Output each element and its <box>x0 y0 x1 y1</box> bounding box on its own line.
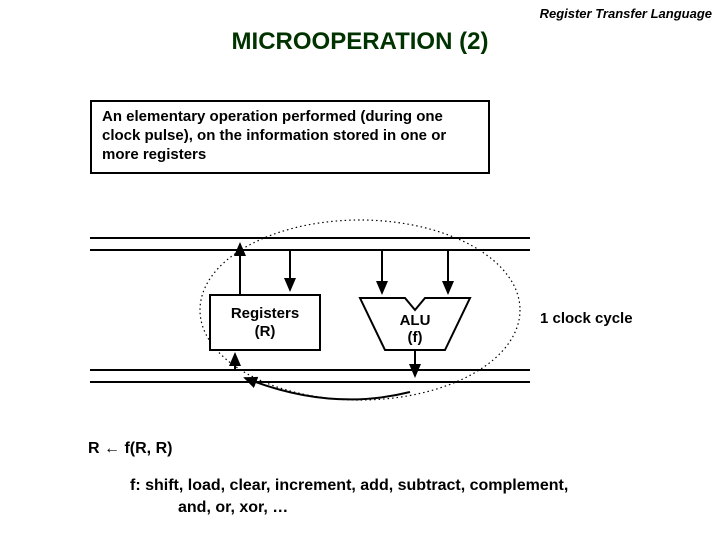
left-arrow-icon: ← <box>104 440 120 457</box>
alu-label-1: ALU <box>400 312 431 329</box>
alu-label-2: (f) <box>408 329 423 346</box>
formula-rhs: f(R, R) <box>124 440 172 457</box>
header-label: Register Transfer Language <box>540 6 712 21</box>
definition-box: An elementary operation performed (durin… <box>90 100 490 174</box>
registers-label-2: (R) <box>255 323 276 340</box>
f-description-line-1: f: shift, load, clear, increment, add, s… <box>130 477 568 494</box>
f-description-line-2: and, or, xor, … <box>178 497 690 519</box>
f-description: f: shift, load, clear, increment, add, s… <box>130 475 690 518</box>
page-title: MICROOPERATION (2) <box>0 28 720 56</box>
clock-cycle-label: 1 clock cycle <box>540 310 633 327</box>
formula-lhs: R <box>88 440 100 457</box>
registers-label-1: Registers <box>231 305 299 322</box>
diagram-svg: Registers (R) ALU (f) <box>70 200 570 420</box>
formula: R ← f(R, R) <box>88 440 172 458</box>
diagram: Registers (R) ALU (f) <box>70 200 570 420</box>
